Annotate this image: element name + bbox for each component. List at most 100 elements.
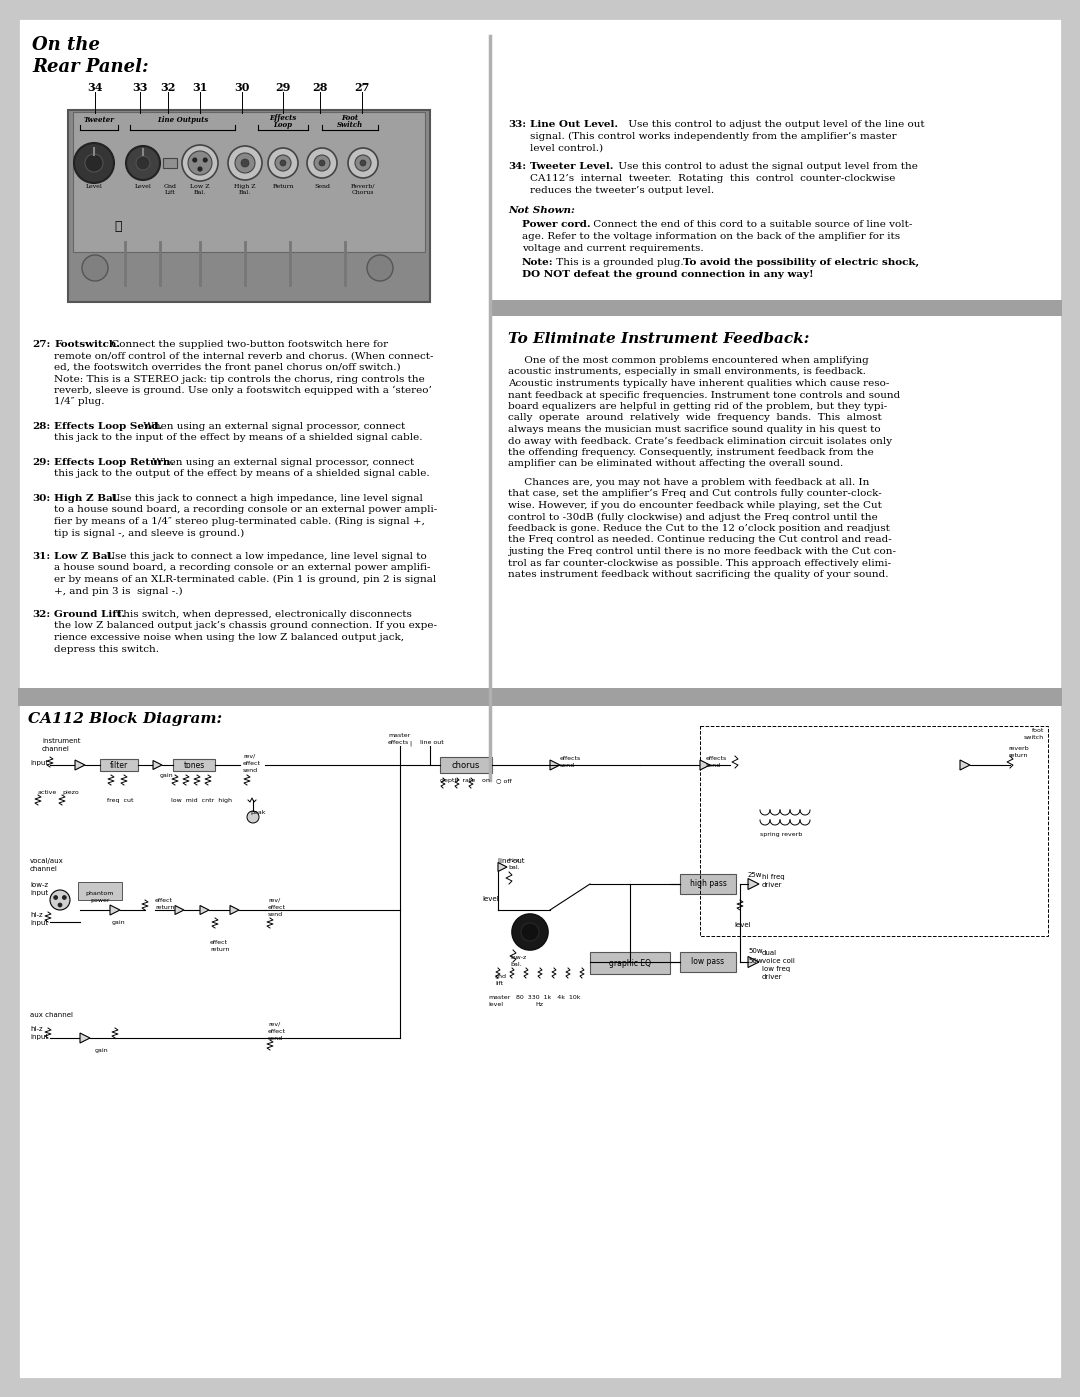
Circle shape [241,159,249,168]
Text: Foot: Foot [341,115,359,122]
FancyBboxPatch shape [100,759,138,771]
Text: Reverb/
Chorus: Reverb/ Chorus [351,184,375,196]
Text: voltage and current requirements.: voltage and current requirements. [522,244,704,253]
Text: 27: 27 [354,82,369,94]
Text: CA112 Block Diagram:: CA112 Block Diagram: [28,712,222,726]
Text: lift: lift [495,981,503,986]
Text: Use this jack to connect a low impedance, line level signal to: Use this jack to connect a low impedance… [104,552,428,562]
FancyBboxPatch shape [440,757,492,773]
Text: On the: On the [32,36,100,54]
FancyBboxPatch shape [490,300,1062,316]
Text: 32: 32 [160,82,176,94]
Circle shape [183,145,218,182]
Text: channel: channel [30,866,58,872]
Text: nant feedback at specific frequencies. Instrument tone controls and sound: nant feedback at specific frequencies. I… [508,391,901,400]
FancyBboxPatch shape [78,882,122,900]
Text: When using an external signal processor, connect: When using an external signal processor,… [149,458,415,467]
Circle shape [348,148,378,177]
Text: send: send [561,763,576,768]
Text: hi freq: hi freq [762,875,785,880]
Text: ⏚: ⏚ [114,219,122,233]
Text: filter: filter [110,760,129,770]
Text: effects: effects [561,756,581,761]
Text: Footswitch.: Footswitch. [54,339,120,349]
Circle shape [360,161,366,166]
Text: high pass: high pass [689,880,727,888]
Text: reverb: reverb [1008,746,1028,752]
Text: the offending frequency. Consequently, instrument feedback from the: the offending frequency. Consequently, i… [508,448,874,457]
Text: hi-z: hi-z [508,858,519,863]
Text: a house sound board, a recording console or an external power amplifi-: a house sound board, a recording console… [54,563,431,573]
Text: Level: Level [85,184,103,189]
Circle shape [307,148,337,177]
Text: driver: driver [762,882,783,888]
Text: Effects: Effects [269,115,297,122]
Text: 50w: 50w [748,949,762,954]
Text: 1/4″ plug.: 1/4″ plug. [54,398,105,407]
Text: effect: effect [268,1030,286,1034]
Text: power: power [91,898,110,902]
Text: switch: switch [1024,735,1044,740]
Text: signal. (This control works independently from the amplifier’s master: signal. (This control works independentl… [530,131,896,141]
Text: 27:: 27: [32,339,51,349]
Text: Not Shown:: Not Shown: [508,205,575,215]
Text: board equalizers are helpful in getting rid of the problem, but they typi-: board equalizers are helpful in getting … [508,402,888,411]
Text: effect: effect [210,940,228,944]
Text: send: send [268,1037,283,1041]
Text: master: master [388,733,410,738]
Text: vocal/aux: vocal/aux [30,858,64,863]
Text: Use this control to adjust the output level of the line out: Use this control to adjust the output le… [625,120,924,129]
Text: Line Out Level.: Line Out Level. [530,120,618,129]
Text: When using an external signal processor, connect: When using an external signal processor,… [140,422,405,432]
Text: gnd: gnd [495,974,507,979]
Text: voice coil: voice coil [762,958,795,964]
Text: 34: 34 [87,82,103,94]
Text: the low Z balanced output jack’s chassis ground connection. If you expe-: the low Z balanced output jack’s chassis… [54,622,437,630]
Circle shape [63,895,66,900]
Text: effects: effects [388,740,409,745]
Text: low-z: low-z [30,882,49,888]
Polygon shape [700,760,710,770]
Text: 25w: 25w [748,872,762,877]
Text: One of the most common problems encountered when amplifying: One of the most common problems encounte… [508,356,868,365]
Text: 32:: 32: [32,610,51,619]
Text: 33:: 33: [508,120,526,129]
FancyBboxPatch shape [680,875,735,894]
Text: effect: effect [243,761,261,766]
Text: justing the Freq control until there is no more feedback with the Cut con-: justing the Freq control until there is … [508,548,896,556]
Text: instrument: instrument [42,738,81,745]
Text: input: input [30,890,49,895]
Polygon shape [498,862,507,872]
Text: effect: effect [156,898,173,902]
Text: aux channel: aux channel [30,1011,73,1018]
Text: nates instrument feedback without sacrificing the quality of your sound.: nates instrument feedback without sacrif… [508,570,889,578]
Text: Effects Loop Return.: Effects Loop Return. [54,458,174,467]
FancyBboxPatch shape [68,110,430,302]
Circle shape [126,147,160,180]
Text: hi-z: hi-z [30,912,42,918]
Text: effect: effect [268,905,286,909]
Text: 29: 29 [275,82,291,94]
Text: Use this control to adust the signal output level from the: Use this control to adust the signal out… [615,162,918,170]
Polygon shape [80,1032,90,1044]
Polygon shape [175,905,184,915]
Text: hi-z: hi-z [30,1025,42,1032]
Text: 28: 28 [312,82,327,94]
Text: dual: dual [762,950,778,956]
Text: that case, set the amplifier’s Freq and Cut controls fully counter-clock-: that case, set the amplifier’s Freq and … [508,489,881,499]
Text: DO NOT defeat the ground connection in any way!: DO NOT defeat the ground connection in a… [522,270,813,279]
Text: depress this switch.: depress this switch. [54,644,159,654]
Text: return: return [1008,753,1027,759]
Text: Use this jack to connect a high impedance, line level signal: Use this jack to connect a high impedanc… [108,495,423,503]
Text: level: level [488,1002,503,1007]
Text: gain: gain [112,921,125,925]
Text: line out: line out [498,858,525,863]
Text: CA112’s  internal  tweeter.  Rotating  this  control  counter-clockwise: CA112’s internal tweeter. Rotating this … [530,175,895,183]
Text: amplifier can be eliminated without affecting the overall sound.: amplifier can be eliminated without affe… [508,460,843,468]
Text: High Z Bal.: High Z Bal. [54,495,120,503]
Text: bal.: bal. [508,865,519,870]
Text: effects: effects [706,756,727,761]
Text: 80  330  1k   4k  10k: 80 330 1k 4k 10k [516,995,581,1000]
Text: Connect the end of this cord to a suitable source of line volt-: Connect the end of this cord to a suitab… [590,219,913,229]
Circle shape [268,148,298,177]
